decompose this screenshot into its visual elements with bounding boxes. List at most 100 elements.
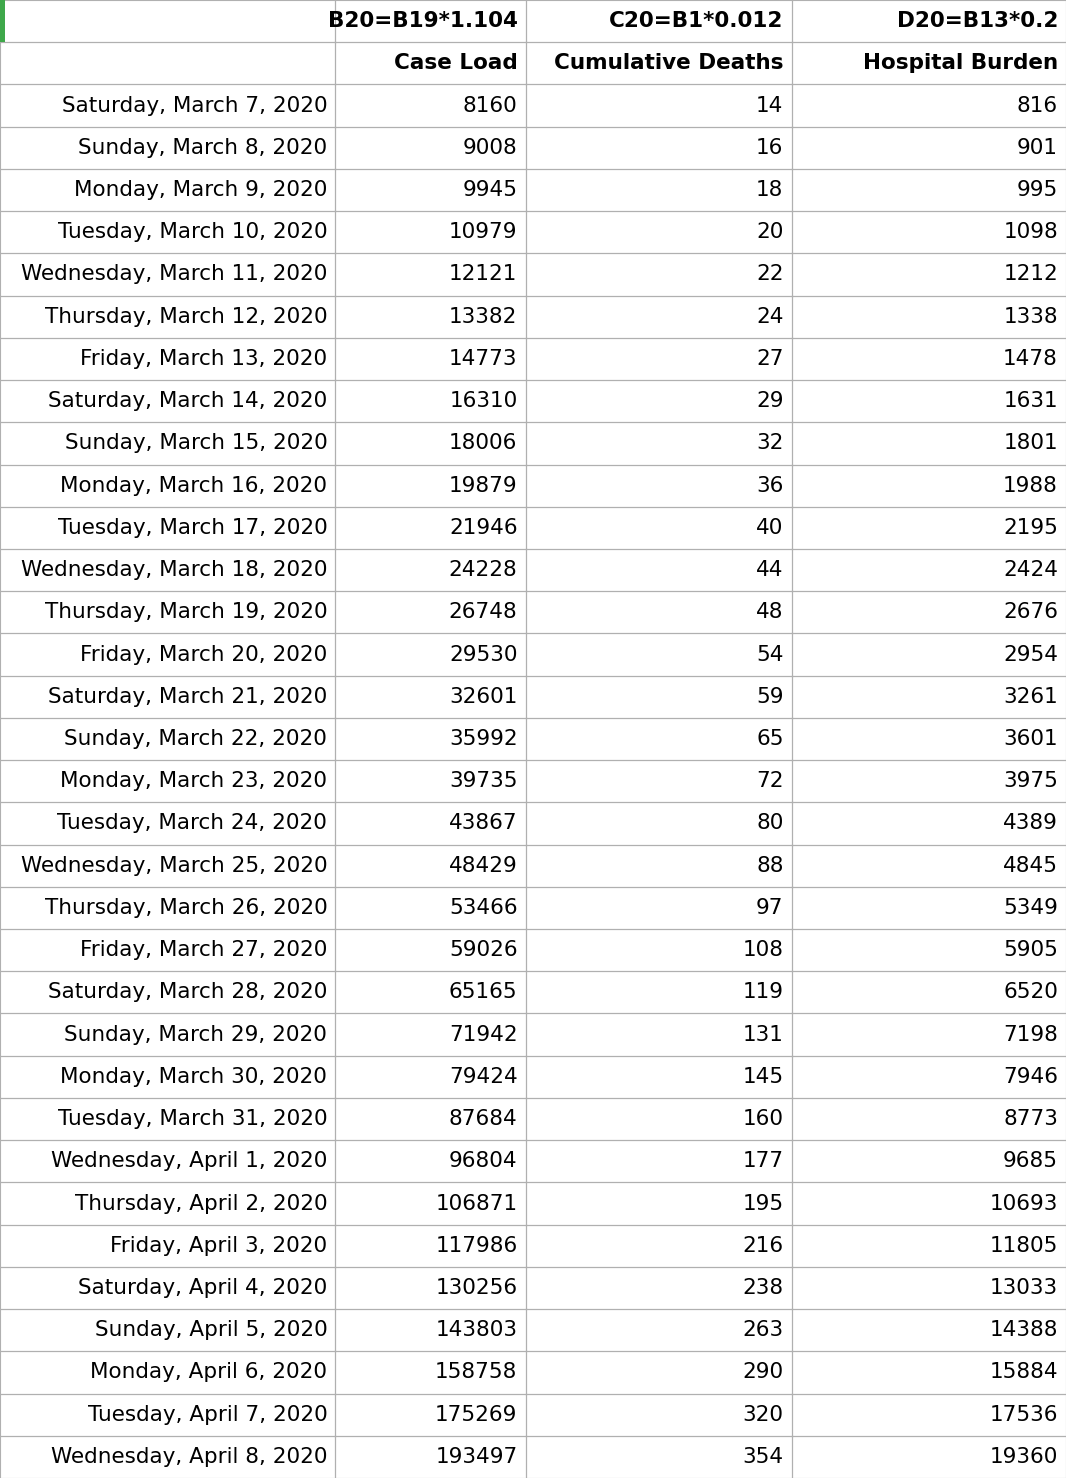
Bar: [0, 1098, 335, 1140]
Text: Sunday, March 29, 2020: Sunday, March 29, 2020: [64, 1024, 327, 1045]
Bar: [526, 760, 791, 803]
Bar: [791, 211, 1066, 253]
Text: 131: 131: [743, 1024, 784, 1045]
Bar: [526, 1310, 791, 1351]
Bar: [526, 887, 791, 930]
Text: 19360: 19360: [989, 1447, 1057, 1466]
Text: 5905: 5905: [1003, 940, 1057, 961]
Bar: [0, 971, 335, 1014]
Bar: [526, 84, 791, 127]
Bar: [791, 760, 1066, 803]
Text: 14: 14: [756, 96, 784, 115]
Text: 2676: 2676: [1003, 603, 1057, 622]
Bar: [0, 507, 335, 548]
Bar: [335, 1225, 526, 1267]
Text: 1801: 1801: [1003, 433, 1057, 454]
Text: 2195: 2195: [1003, 517, 1057, 538]
Text: Saturday, March 7, 2020: Saturday, March 7, 2020: [62, 96, 327, 115]
Text: 9685: 9685: [1003, 1151, 1057, 1171]
Bar: [791, 634, 1066, 675]
Bar: [335, 84, 526, 127]
Bar: [0, 718, 335, 760]
Text: 18006: 18006: [449, 433, 517, 454]
Bar: [335, 423, 526, 464]
Bar: [0, 548, 335, 591]
Bar: [526, 338, 791, 380]
Text: Thursday, March 19, 2020: Thursday, March 19, 2020: [45, 603, 327, 622]
Text: 160: 160: [743, 1108, 784, 1129]
Bar: [791, 1098, 1066, 1140]
Text: Friday, April 3, 2020: Friday, April 3, 2020: [110, 1236, 327, 1256]
Text: 97: 97: [756, 899, 784, 918]
Bar: [335, 464, 526, 507]
Bar: [791, 1267, 1066, 1310]
Text: 16310: 16310: [449, 392, 517, 411]
Text: 27: 27: [756, 349, 784, 370]
Bar: [335, 844, 526, 887]
Text: 65: 65: [756, 729, 784, 749]
Bar: [335, 43, 526, 84]
Text: Wednesday, March 11, 2020: Wednesday, March 11, 2020: [21, 265, 327, 284]
Text: 1098: 1098: [1003, 222, 1057, 242]
Bar: [0, 464, 335, 507]
Bar: [526, 1225, 791, 1267]
Bar: [0, 0, 335, 43]
Bar: [791, 1140, 1066, 1182]
Bar: [791, 548, 1066, 591]
Text: Monday, April 6, 2020: Monday, April 6, 2020: [91, 1363, 327, 1382]
Text: 15884: 15884: [989, 1363, 1057, 1382]
Bar: [335, 1055, 526, 1098]
Text: Case Load: Case Load: [393, 53, 517, 74]
Text: 44: 44: [756, 560, 784, 579]
Text: 32601: 32601: [449, 687, 517, 706]
Bar: [0, 168, 335, 211]
Text: 3975: 3975: [1003, 772, 1057, 791]
Text: Monday, March 9, 2020: Monday, March 9, 2020: [74, 180, 327, 200]
Text: 8160: 8160: [463, 96, 517, 115]
Bar: [335, 1435, 526, 1478]
Bar: [526, 844, 791, 887]
Bar: [526, 634, 791, 675]
Text: Friday, March 27, 2020: Friday, March 27, 2020: [80, 940, 327, 961]
Bar: [526, 1435, 791, 1478]
Bar: [526, 43, 791, 84]
Bar: [335, 1140, 526, 1182]
Text: 88: 88: [756, 856, 784, 875]
Bar: [526, 718, 791, 760]
Bar: [0, 380, 335, 423]
Bar: [0, 0, 5, 43]
Bar: [791, 0, 1066, 43]
Text: 816: 816: [1017, 96, 1057, 115]
Text: 17536: 17536: [989, 1404, 1057, 1425]
Text: 145: 145: [742, 1067, 784, 1086]
Text: Wednesday, April 8, 2020: Wednesday, April 8, 2020: [51, 1447, 327, 1466]
Text: 175269: 175269: [435, 1404, 517, 1425]
Text: 43867: 43867: [449, 813, 517, 834]
Bar: [335, 1267, 526, 1310]
Bar: [0, 803, 335, 844]
Text: 40: 40: [756, 517, 784, 538]
Text: 143803: 143803: [436, 1320, 517, 1341]
Text: 18: 18: [756, 180, 784, 200]
Text: 53466: 53466: [449, 899, 517, 918]
Text: 59: 59: [756, 687, 784, 706]
Bar: [526, 296, 791, 338]
Bar: [335, 0, 526, 43]
Bar: [335, 296, 526, 338]
Bar: [335, 760, 526, 803]
Bar: [526, 464, 791, 507]
Bar: [335, 168, 526, 211]
Text: 195: 195: [742, 1194, 784, 1213]
Text: Thursday, April 2, 2020: Thursday, April 2, 2020: [75, 1194, 327, 1213]
Text: Thursday, March 26, 2020: Thursday, March 26, 2020: [45, 899, 327, 918]
Bar: [526, 423, 791, 464]
Text: 995: 995: [1017, 180, 1057, 200]
Bar: [791, 296, 1066, 338]
Text: Sunday, March 8, 2020: Sunday, March 8, 2020: [78, 137, 327, 158]
Text: 1478: 1478: [1003, 349, 1057, 370]
Bar: [0, 1267, 335, 1310]
Text: 108: 108: [743, 940, 784, 961]
Bar: [526, 548, 791, 591]
Text: Thursday, March 12, 2020: Thursday, March 12, 2020: [45, 307, 327, 327]
Text: 13382: 13382: [449, 307, 517, 327]
